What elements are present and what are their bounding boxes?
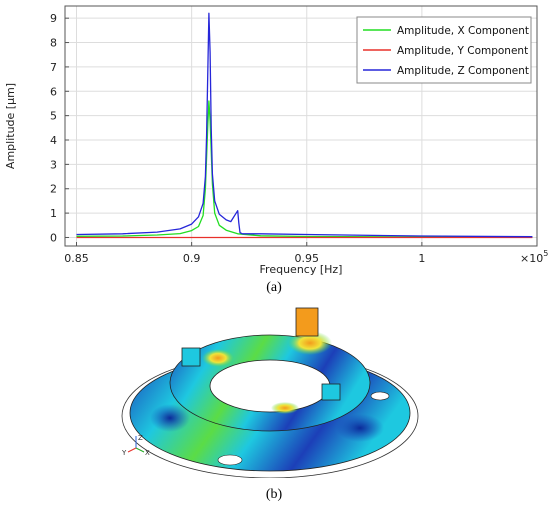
- stress-spot: [150, 404, 190, 432]
- y-tick-label: 0: [50, 231, 57, 244]
- x-tick-label: 1: [418, 252, 425, 265]
- stress-spot: [202, 349, 234, 367]
- legend-entry: Amplitude, Y Component: [397, 45, 528, 57]
- fea-model-image: Z Y X: [121, 307, 419, 478]
- tick-layer: 0.85 0.9 0.95 1 0 1 2 3 4 5 6 7 8 9: [50, 12, 425, 265]
- y-tick-label: 7: [50, 61, 57, 74]
- y-tick-label: 1: [50, 207, 57, 220]
- legend: Amplitude, X Component Amplitude, Y Compo…: [356, 16, 532, 84]
- bolt-hole: [217, 454, 243, 466]
- y-axis-label: Amplitude [µm]: [4, 83, 17, 169]
- inner-hole: [209, 359, 331, 413]
- y-tick-label: 3: [50, 158, 57, 171]
- y-tick-label: 2: [50, 183, 57, 196]
- triad-y-label: Y: [121, 449, 127, 457]
- mount-block-left: [181, 347, 201, 367]
- series-line: [76, 12, 533, 238]
- y-tick-label: 5: [50, 110, 57, 123]
- x-multiplier-base: ×10: [520, 252, 543, 265]
- y-tick-label: 8: [50, 37, 57, 50]
- x-tick-label: 0.95: [295, 252, 320, 265]
- y-tick-label: 6: [50, 85, 57, 98]
- mount-block-right: [321, 383, 341, 401]
- triad-x-label: X: [145, 449, 150, 457]
- stress-spot: [288, 331, 332, 355]
- plot-frame: [64, 5, 538, 247]
- caption-b: (b): [265, 487, 283, 502]
- stress-spot: [336, 414, 384, 442]
- bolt-hole: [370, 391, 390, 401]
- axis-triad: Z Y X: [121, 434, 150, 457]
- y-tick-label: 4: [50, 134, 57, 147]
- stress-spot: [271, 402, 299, 414]
- caption-a: (a): [266, 280, 282, 295]
- x-multiplier-exponent: 5: [543, 249, 548, 258]
- legend-entry: Amplitude, X Component: [397, 25, 529, 37]
- x-multiplier-label: ×105: [520, 249, 548, 265]
- series-layer: [76, 12, 533, 239]
- x-tick-label: 0.85: [64, 252, 89, 265]
- legend-entry: Amplitude, Z Component: [397, 65, 529, 77]
- series-line: [76, 100, 533, 238]
- y-tick-label: 9: [50, 12, 57, 25]
- x-tick-label: 0.9: [183, 252, 201, 265]
- mount-block-top: [295, 307, 319, 337]
- triad-z-label: Z: [138, 434, 143, 442]
- x-axis-label: Frequency [Hz]: [260, 263, 343, 276]
